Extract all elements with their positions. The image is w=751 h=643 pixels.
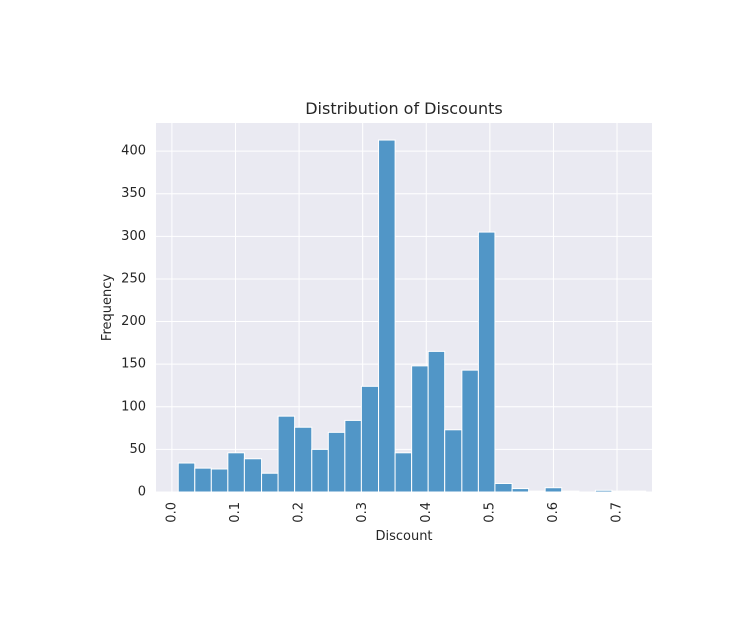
histogram-bar: [611, 490, 629, 493]
x-tick-label: 0.2: [292, 502, 307, 523]
y-tick-label: 50: [129, 442, 146, 457]
x-tick-label: 0.7: [610, 502, 625, 523]
histogram-bar: [277, 415, 296, 493]
histogram-bar: [444, 429, 463, 493]
y-tick-label: 200: [121, 314, 146, 329]
chart-title: Distribution of Discounts: [305, 99, 503, 118]
x-tick-label: 0.0: [164, 502, 179, 523]
histogram-bar: [511, 488, 530, 493]
histogram-bar: [494, 482, 513, 493]
histogram-bar: [327, 431, 346, 493]
histogram-bar: [378, 139, 396, 493]
y-tick-label: 300: [121, 229, 146, 244]
histogram-bar: [411, 365, 429, 493]
histogram-bar: [344, 419, 362, 493]
y-tick-label: 150: [121, 357, 146, 372]
histogram-bar: [461, 369, 479, 493]
histogram-bar: [177, 462, 196, 493]
histogram-bar: [227, 452, 245, 493]
bars: [177, 139, 647, 493]
x-tick-label: 0.6: [546, 502, 561, 523]
histogram-bar: [427, 350, 446, 493]
y-tick-label: 0: [138, 485, 146, 500]
x-tick-label: 0.1: [228, 502, 243, 523]
histogram-bar: [394, 452, 413, 493]
x-tick-label: 0.5: [482, 502, 497, 523]
histogram-bar: [360, 385, 380, 493]
x-tick-labels: 0.0 0.1 0.2 0.3 0.4 0.5 0.6 0.7: [164, 502, 624, 523]
histogram-bar: [311, 448, 329, 493]
histogram-bar: [210, 468, 229, 493]
histogram-bar: [261, 472, 279, 493]
y-tick-label: 400: [121, 144, 146, 159]
x-tick-label: 0.3: [355, 502, 370, 523]
histogram-bar: [594, 489, 613, 493]
y-axis-label: Frequency: [100, 274, 115, 341]
histogram-bar: [194, 467, 212, 493]
x-axis-label: Discount: [375, 529, 432, 544]
y-tick-label: 250: [121, 271, 146, 286]
histogram-bar: [243, 458, 263, 493]
y-tick-label: 350: [121, 186, 146, 201]
histogram-bar: [561, 490, 580, 493]
histogram-bar: [294, 426, 313, 493]
histogram-bar: [544, 487, 563, 493]
plot-area: [156, 123, 652, 492]
y-tick-labels: 0 50 100 150 200 250 300 350 400: [121, 144, 146, 500]
histogram-bar: [477, 231, 496, 493]
x-tick-label: 0.4: [419, 502, 434, 523]
y-tick-label: 100: [121, 399, 146, 414]
histogram-bar: [627, 490, 647, 493]
histogram-bar: [528, 490, 546, 493]
